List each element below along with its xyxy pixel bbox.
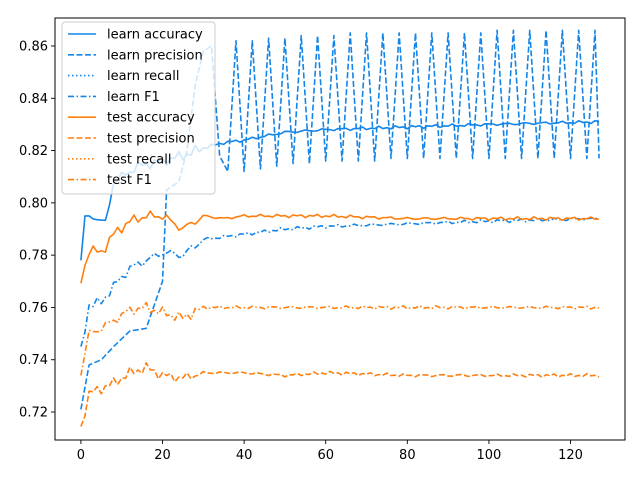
y-tick-label: 0.78: [19, 249, 48, 264]
legend-label: test recall: [107, 152, 172, 167]
legend-label: learn precision: [107, 48, 203, 63]
x-tick-label: 60: [317, 448, 334, 463]
legend-label: test F1: [107, 173, 152, 188]
x-tick-label: 40: [236, 448, 253, 463]
legend-label: learn recall: [107, 69, 179, 84]
series-line-test-f1: [80, 301, 600, 376]
plot-frame: [54, 17, 626, 441]
y-tick-label: 0.74: [19, 353, 48, 368]
y-tick-label: 0.72: [19, 406, 48, 421]
y-tick-label: 0.76: [19, 301, 48, 316]
y-axis: 0.72 0.74 0.76 0.78 0.80 0.82 0.84 0.86: [19, 39, 55, 421]
legend-label: learn F1: [107, 90, 160, 105]
legend-label: learn accuracy: [107, 28, 203, 43]
x-tick-label: 100: [477, 448, 502, 463]
x-tick-label: 80: [399, 448, 416, 463]
x-tick-label: 120: [558, 448, 583, 463]
y-tick-label: 0.86: [19, 39, 48, 54]
y-tick-label: 0.82: [19, 144, 48, 159]
legend-label: test accuracy: [107, 111, 195, 126]
y-tick-label: 0.84: [19, 92, 48, 107]
series-line-test-accuracy: [80, 210, 600, 284]
x-tick-label: 0: [77, 448, 85, 463]
y-tick-label: 0.80: [19, 196, 48, 211]
series-line-learn-f1: [80, 217, 600, 347]
series-line-test-precision: [80, 362, 600, 427]
x-tick-label: 20: [154, 448, 171, 463]
legend-label: test precision: [107, 132, 195, 147]
legend-box: [61, 21, 216, 195]
legend: learn accuracy learn precision learn recal…: [61, 21, 216, 195]
x-axis: 0 20 40 60 80 100 120: [77, 440, 583, 463]
